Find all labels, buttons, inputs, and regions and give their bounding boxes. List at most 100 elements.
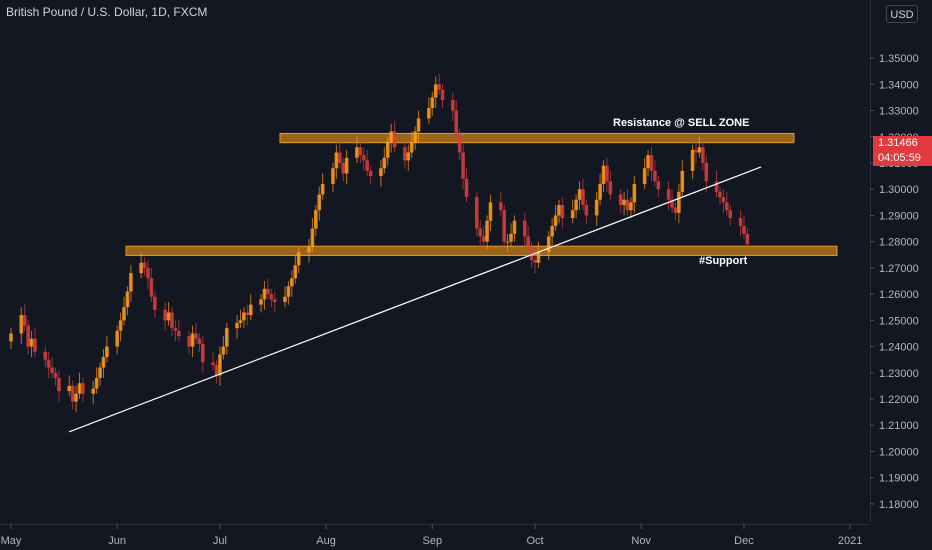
candle-body — [310, 228, 315, 247]
candle — [173, 320, 178, 342]
candle — [242, 307, 246, 329]
candle-body — [605, 165, 609, 182]
candle — [70, 380, 75, 410]
candle — [430, 92, 435, 116]
candle — [584, 199, 589, 224]
x-tick-label: Sep — [422, 535, 442, 547]
candle — [738, 210, 743, 237]
x-tick-label: Oct — [526, 535, 543, 547]
candle-body — [296, 252, 301, 266]
candle — [177, 320, 181, 342]
candle-body — [187, 336, 191, 347]
candle — [680, 160, 685, 198]
horizontal-zones[interactable] — [125, 132, 838, 256]
candle — [498, 191, 503, 216]
candle — [129, 265, 133, 302]
candle-body — [704, 163, 709, 182]
candle-body — [361, 155, 366, 161]
candle-body — [355, 147, 359, 158]
candle-body — [478, 228, 483, 237]
candle — [290, 270, 294, 297]
candle — [214, 359, 219, 384]
candle-body — [594, 199, 599, 216]
candle — [248, 294, 253, 321]
candle — [574, 194, 578, 219]
candle-body — [235, 322, 239, 329]
candle — [74, 385, 78, 413]
candle-body — [70, 385, 75, 402]
candle-body — [50, 367, 54, 373]
candle-body — [293, 265, 298, 279]
candle-body — [201, 343, 205, 363]
candle-body — [642, 168, 647, 184]
candle-body — [194, 333, 198, 339]
candle — [385, 136, 390, 166]
candle-body — [245, 312, 250, 316]
candle — [146, 260, 150, 289]
candle — [118, 312, 123, 342]
y-tick-label: 1.20000 — [879, 446, 919, 458]
candle — [601, 160, 606, 192]
trendline-layer[interactable] — [69, 166, 762, 433]
candle-body — [177, 330, 181, 337]
x-axis[interactable]: May Jun Jul Aug Sep Oct Nov Dec 2021 — [0, 524, 870, 547]
candle-body — [218, 354, 222, 376]
candle — [43, 346, 48, 368]
candle — [314, 204, 318, 237]
candle-body — [697, 147, 702, 153]
x-tick-label: Aug — [316, 535, 336, 547]
candle-body — [320, 183, 325, 195]
candle-body — [248, 304, 253, 316]
candle-body — [553, 215, 558, 226]
candle — [307, 239, 311, 263]
candle-body — [22, 315, 27, 326]
candle — [392, 121, 397, 153]
candle — [149, 267, 154, 302]
candle — [190, 325, 195, 358]
candle-body — [622, 199, 626, 205]
currency-button[interactable]: USD — [886, 5, 918, 23]
candle — [509, 223, 513, 247]
candle-body — [259, 299, 263, 305]
candle-body — [146, 267, 150, 279]
candle — [649, 147, 654, 182]
candle — [629, 197, 633, 219]
candle-body — [392, 131, 397, 148]
candle — [259, 294, 263, 313]
candle-body — [536, 252, 541, 263]
candle-body — [498, 202, 503, 211]
candle-body — [601, 165, 606, 184]
y-tick-label: 1.19000 — [879, 473, 919, 485]
candle — [475, 191, 479, 237]
candle — [546, 231, 551, 261]
candle — [77, 372, 82, 399]
candle-body — [269, 294, 274, 300]
candle-body — [560, 204, 565, 219]
candle-body — [574, 199, 578, 211]
candle-body — [714, 181, 719, 192]
candle — [197, 333, 202, 352]
candle-body — [94, 378, 99, 389]
candle — [211, 351, 215, 371]
candle-body — [433, 84, 438, 98]
candle-body — [577, 189, 582, 200]
candle — [218, 346, 222, 386]
candle-body — [406, 152, 411, 161]
candle-body — [153, 296, 157, 310]
candle-body — [522, 220, 527, 237]
candle — [355, 136, 359, 163]
candle-body — [728, 210, 733, 219]
y-tick-label: 1.27000 — [879, 263, 919, 275]
candle-body — [190, 333, 195, 347]
candle-body — [163, 309, 167, 321]
candle-body — [632, 183, 637, 203]
candle-body — [649, 155, 654, 171]
candle — [440, 84, 445, 108]
candle — [742, 215, 746, 240]
candle — [317, 186, 322, 221]
candle-body — [721, 197, 726, 203]
candle-body — [46, 359, 51, 368]
candle-body — [173, 328, 178, 331]
